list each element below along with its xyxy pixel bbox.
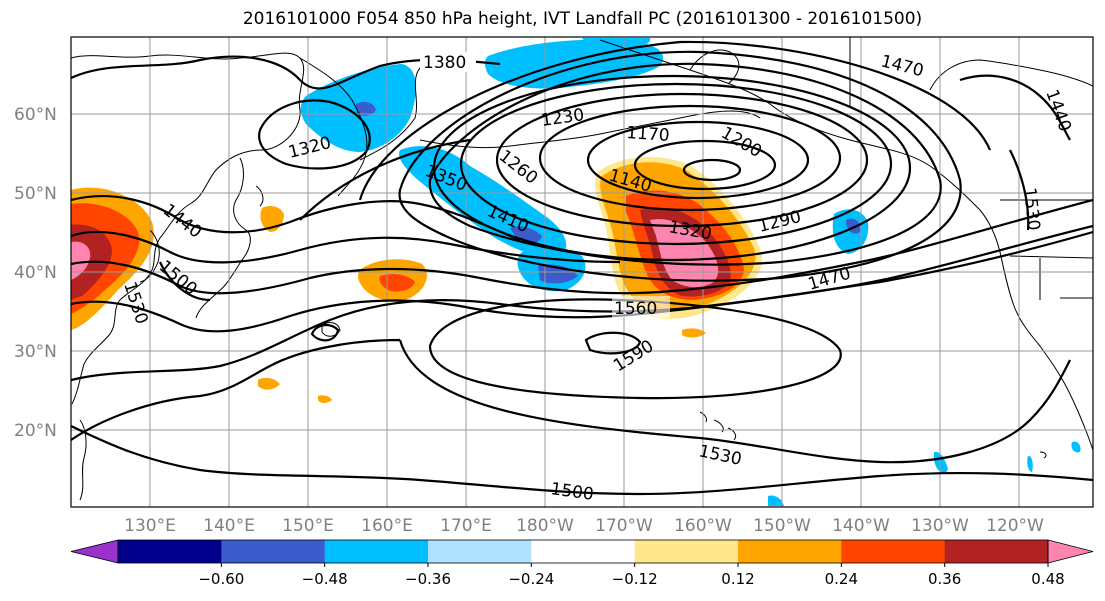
colorbar-tick-label: −0.12 xyxy=(612,570,658,588)
colorbar: −0.60 −0.48 −0.36 −0.24 −0.12 0.12 0.24 0.36 0.4… xyxy=(70,539,1094,588)
map-frame xyxy=(70,36,1094,508)
lon-label: 180°W xyxy=(516,516,574,536)
lat-label: 60°N xyxy=(14,105,57,125)
lon-label: 150°E xyxy=(282,516,334,536)
colorbar-segment xyxy=(324,540,429,563)
colorbar-tick-label: −0.48 xyxy=(302,570,348,588)
colorbar-tick-label: 0.36 xyxy=(928,570,961,588)
colorbar-tick-label: −0.36 xyxy=(405,570,451,588)
lat-label: 50°N xyxy=(14,184,57,204)
lon-label: 160°E xyxy=(361,516,413,536)
colorbar-frame xyxy=(117,539,1049,564)
longitude-labels: 130°E 140°E 150°E 160°E 170°E 180°W 170°… xyxy=(124,516,1044,536)
colorbar-segment xyxy=(841,540,946,563)
contour-label: 1530 xyxy=(1019,186,1043,231)
contour-label: 1170 xyxy=(626,123,671,146)
lat-label: 20°N xyxy=(14,421,57,441)
colorbar-tick-label: 0.12 xyxy=(721,570,754,588)
map-canvas: 1380 1470 1440 1320 1230 1170 1200 1260 … xyxy=(71,37,1093,507)
colorbar-segment xyxy=(634,540,739,563)
graticule xyxy=(71,37,1093,507)
lon-label: 140°W xyxy=(832,516,890,536)
colorbar-tick-label: 0.24 xyxy=(825,570,858,588)
colorbar-segment xyxy=(738,540,842,563)
colorbar-segment xyxy=(118,540,222,563)
colorbar-tick-label: −0.60 xyxy=(198,570,244,588)
lon-label: 170°W xyxy=(595,516,653,536)
colorbar-segment xyxy=(221,540,326,563)
colorbar-tick-label: 0.48 xyxy=(1031,570,1064,588)
latitude-labels: 60°N 50°N 40°N 30°N 20°N xyxy=(14,105,57,441)
lon-label: 170°E xyxy=(440,516,492,536)
lon-label: 140°E xyxy=(203,516,255,536)
lon-label: 120°W xyxy=(986,516,1044,536)
lat-label: 40°N xyxy=(14,263,57,283)
colorbar-segment xyxy=(944,540,1049,563)
colorbar-tick-label: −0.24 xyxy=(508,570,554,588)
contour-label: 1560 xyxy=(614,299,657,319)
colorbar-extend-high xyxy=(1047,539,1094,564)
lat-label: 30°N xyxy=(14,342,57,362)
map-title: 2016101000 F054 850 hPa height, IVT Land… xyxy=(242,9,923,29)
lon-label: 130°E xyxy=(124,516,176,536)
contour-label: 1380 xyxy=(423,53,466,73)
lon-label: 150°W xyxy=(753,516,811,536)
colorbar-segment xyxy=(531,540,636,563)
lon-label: 130°W xyxy=(911,516,969,536)
lon-label: 160°W xyxy=(674,516,732,536)
colorbar-extend-low xyxy=(70,539,119,564)
colorbar-segment xyxy=(428,540,532,563)
